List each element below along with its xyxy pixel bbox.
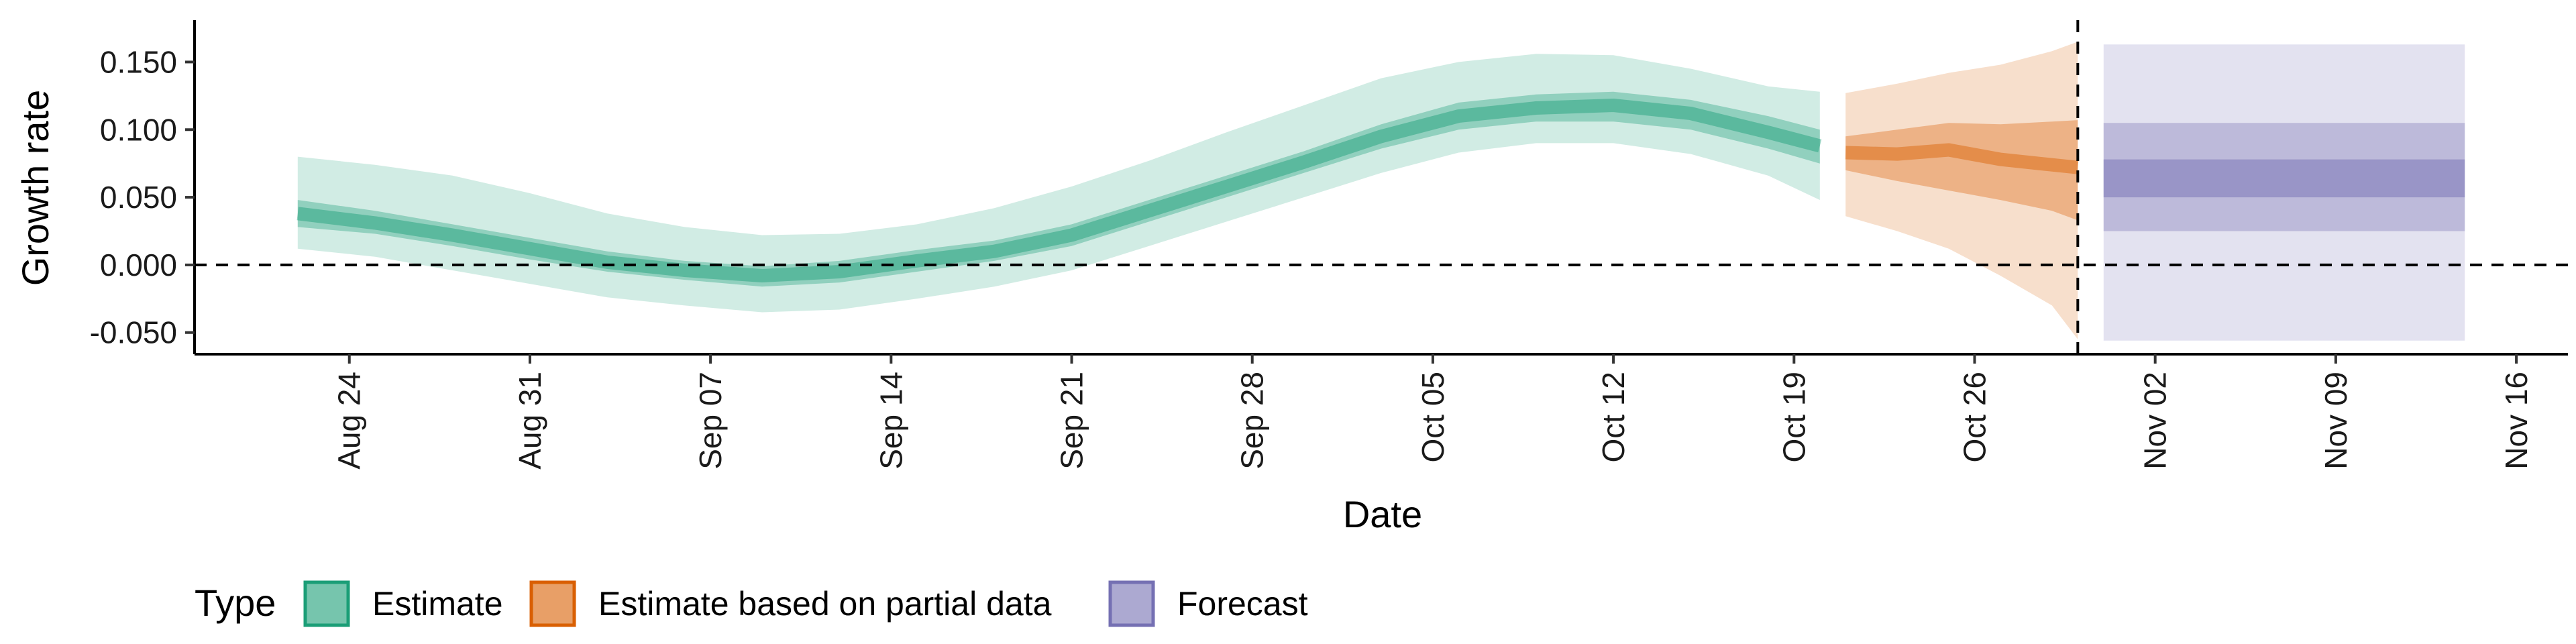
legend-label-forecast: Forecast — [1177, 585, 1308, 623]
band-90 — [297, 54, 1820, 313]
x-tick-label: Oct 05 — [1415, 372, 1450, 463]
x-tick-label: Oct 19 — [1776, 372, 1811, 463]
x-tick-label: Nov 09 — [2318, 372, 2353, 470]
y-tick-label: 0.050 — [100, 180, 177, 215]
x-tick-label: Sep 07 — [693, 372, 728, 470]
median-line — [297, 99, 1822, 282]
band-50 — [1845, 120, 2078, 221]
x-axis-title: Date — [1343, 493, 1422, 535]
x-tick-label: Sep 21 — [1055, 372, 1089, 470]
y-tick-label: 0.100 — [100, 112, 177, 147]
median-line — [1845, 143, 2079, 174]
legend-key-estimate — [303, 580, 350, 627]
band-50 — [297, 91, 1820, 287]
x-tick-label: Nov 16 — [2499, 372, 2534, 470]
y-tick-label: 0.000 — [100, 248, 177, 282]
x-axis: Aug 24 Aug 31 Sep 07 Sep 14 Sep 21 Sep 28 Oct … — [195, 353, 2568, 470]
x-tick-label: Oct 12 — [1596, 372, 1631, 463]
y-tick-label: -0.050 — [90, 315, 177, 350]
x-tick-label: Aug 31 — [513, 372, 547, 470]
series-estimate — [297, 54, 1822, 313]
x-tick-label: Aug 24 — [332, 372, 367, 470]
y-axis-title: Growth rate — [14, 90, 56, 286]
x-tick-label: Nov 02 — [2138, 372, 2173, 470]
x-tick-label: Oct 26 — [1957, 372, 1992, 463]
legend-title: Type — [195, 582, 276, 624]
legend-key-forecast — [1108, 580, 1155, 627]
legend-key-estimate-based-on-partial-data — [529, 580, 576, 627]
x-tick-label: Sep 14 — [873, 372, 908, 470]
legend-label-estimate: Estimate — [372, 585, 503, 623]
x-tick-label: Sep 28 — [1235, 372, 1270, 470]
y-axis: -0.050 0.000 0.050 0.100 0.150 — [90, 20, 196, 354]
legend-label-estimate-based-on-partial-data: Estimate based on partial data — [598, 585, 1052, 623]
plot-area — [195, 20, 2568, 354]
y-tick-label: 0.150 — [100, 44, 177, 79]
band-50 — [2103, 159, 2465, 198]
series-estimate-based-on-partial-data — [1845, 42, 2079, 339]
series-forecast — [2103, 44, 2465, 341]
legend: Type Estimate Estimate based on partial d… — [195, 580, 1308, 627]
